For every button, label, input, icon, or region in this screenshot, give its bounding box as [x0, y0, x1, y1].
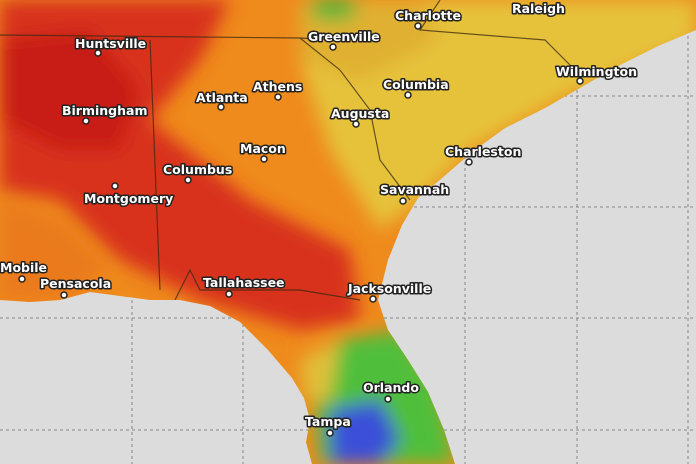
city-label: Augusta	[331, 106, 389, 121]
city-dot	[326, 429, 334, 437]
city-label: Pensacola	[40, 276, 111, 291]
city-label: Athens	[253, 79, 302, 94]
city-label: Raleigh	[512, 1, 565, 16]
city-label: Atlanta	[196, 90, 248, 105]
city-dot	[369, 295, 377, 303]
city-label: Columbus	[163, 162, 232, 177]
city-dot	[82, 117, 90, 125]
city-label: Savannah	[380, 182, 449, 197]
city-dot	[404, 91, 412, 99]
city-dot	[576, 77, 584, 85]
city-label: Tallahassee	[203, 275, 285, 290]
city-label: Tampa	[305, 414, 351, 429]
city-label: Orlando	[363, 380, 419, 395]
city-label: Columbia	[383, 77, 449, 92]
city-dot	[260, 155, 268, 163]
city-markers	[18, 22, 584, 437]
city-label: Mobile	[0, 260, 47, 275]
city-dot	[352, 120, 360, 128]
city-dot	[414, 22, 422, 30]
city-dot	[384, 395, 392, 403]
city-dot	[465, 158, 473, 166]
city-dot	[225, 290, 233, 298]
city-label: Huntsville	[75, 36, 146, 51]
city-dot	[111, 182, 119, 190]
city-label: Wilmington	[556, 64, 637, 79]
city-dot	[217, 103, 225, 111]
city-dot	[60, 291, 68, 299]
city-label: Macon	[240, 141, 286, 156]
city-dot	[329, 43, 337, 51]
city-label: Birmingham	[62, 103, 148, 118]
city-label: Jacksonville	[347, 281, 431, 296]
city-dot	[94, 49, 102, 57]
city-dot	[399, 197, 407, 205]
city-dot	[18, 275, 26, 283]
city-label: Greenville	[308, 29, 380, 44]
city-label: Montgomery	[84, 191, 173, 206]
city-dot	[274, 93, 282, 101]
city-dot	[184, 176, 192, 184]
city-labels: Charlotte Raleigh Greenville Huntsville …	[0, 0, 638, 431]
city-label: Charleston	[445, 144, 521, 159]
city-label: Charlotte	[395, 8, 461, 23]
